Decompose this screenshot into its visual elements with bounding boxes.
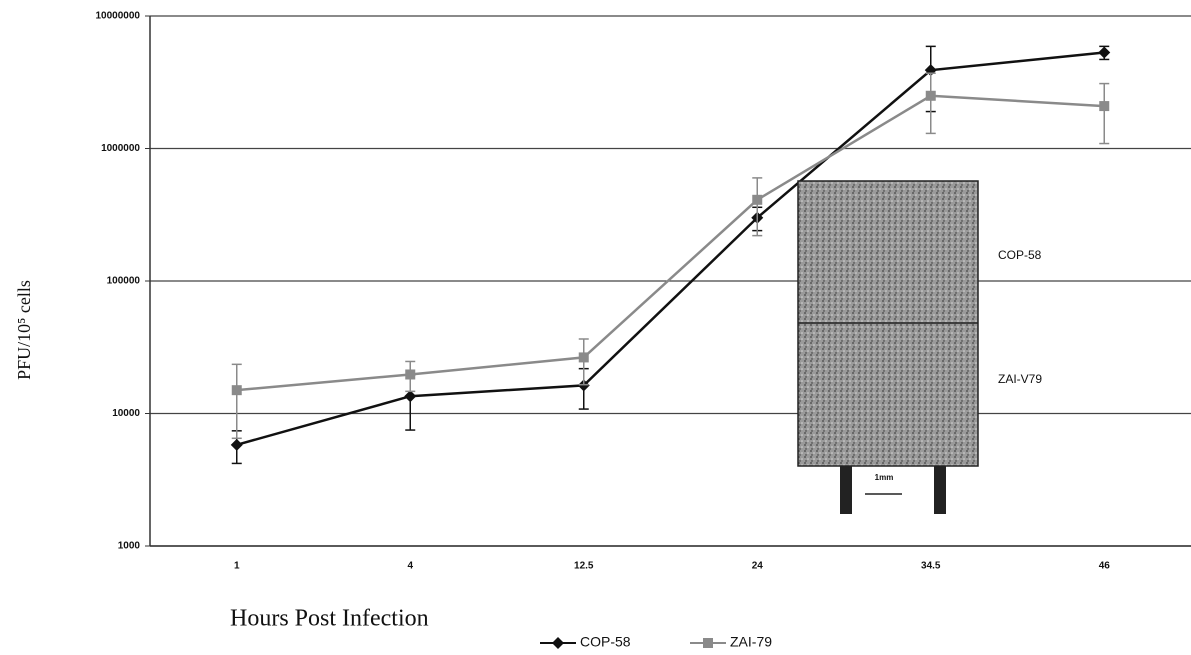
scale-label: 1mm bbox=[875, 473, 894, 482]
legend-marker bbox=[552, 637, 564, 649]
error-bar bbox=[1099, 82, 1110, 145]
marker bbox=[404, 390, 417, 403]
legend-label: ZAI-79 bbox=[730, 634, 772, 650]
x-tick-label: 46 bbox=[1099, 561, 1111, 572]
legend-label: COP-58 bbox=[580, 634, 631, 650]
x-tick-label: 1 bbox=[234, 561, 240, 572]
marker bbox=[925, 90, 936, 101]
x-tick-label: 34.5 bbox=[921, 561, 941, 572]
marker bbox=[1099, 101, 1110, 112]
x-tick-label: 4 bbox=[407, 561, 413, 572]
marker bbox=[231, 385, 242, 396]
marker bbox=[1098, 46, 1111, 59]
error-bar bbox=[231, 363, 242, 440]
y-tick-label: 1000 bbox=[118, 541, 141, 552]
scale-post bbox=[840, 466, 852, 514]
marker bbox=[405, 369, 416, 380]
plaque-inset: COP-58 ZAI-V79 1mm bbox=[797, 180, 1042, 514]
y-axis-title: PFU/10⁵ cells bbox=[14, 280, 34, 380]
marker bbox=[230, 438, 243, 451]
legend-marker bbox=[703, 638, 713, 648]
marker bbox=[752, 194, 763, 205]
x-tick-label: 24 bbox=[752, 561, 764, 572]
marker bbox=[578, 352, 589, 363]
series-line bbox=[236, 51, 1105, 447]
inset-label: COP-58 bbox=[998, 248, 1042, 262]
y-tick-label: 1000000 bbox=[101, 143, 140, 154]
error-bar bbox=[752, 177, 763, 237]
scale-post bbox=[934, 466, 946, 514]
x-tick-label: 12.5 bbox=[574, 561, 594, 572]
error-bar bbox=[925, 72, 936, 135]
series-line bbox=[236, 94, 1105, 392]
y-tick-label: 10000000 bbox=[96, 11, 141, 22]
inset-label: ZAI-V79 bbox=[998, 372, 1042, 386]
y-tick-label: 10000 bbox=[112, 408, 140, 419]
x-axis-title: Hours Post Infection bbox=[230, 606, 429, 632]
y-tick-label: 100000 bbox=[107, 276, 141, 287]
